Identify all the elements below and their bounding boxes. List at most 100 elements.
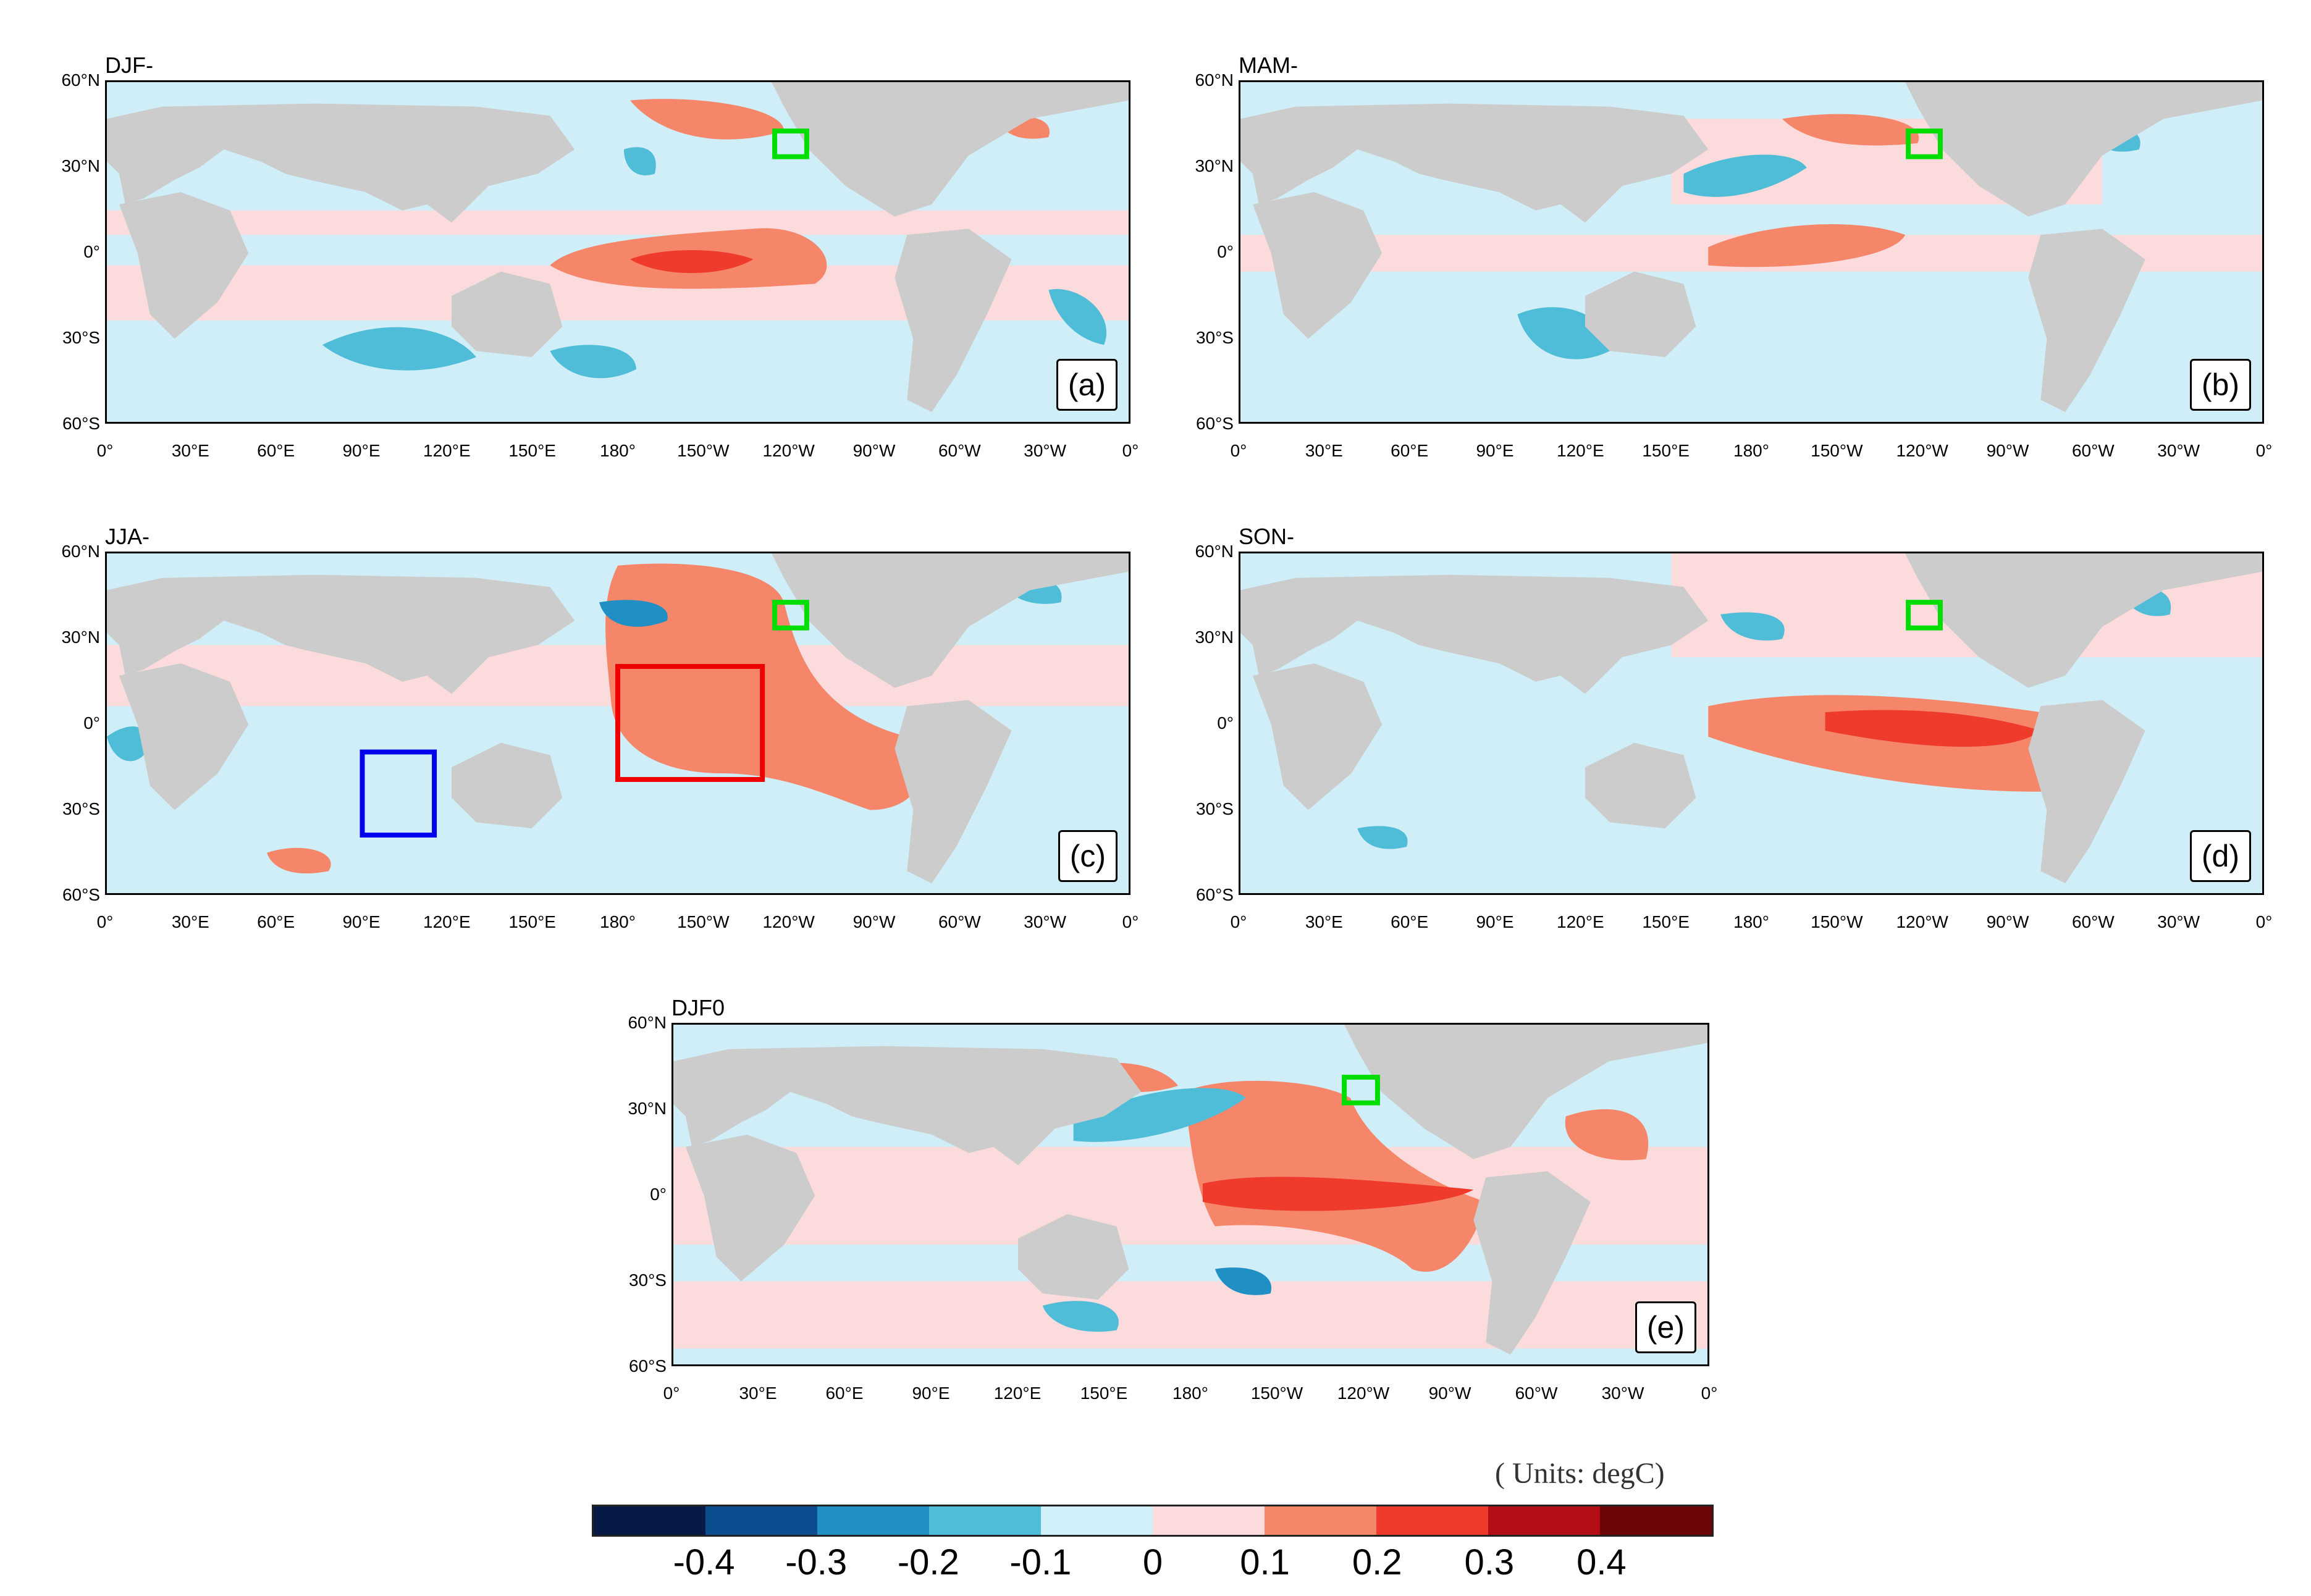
- map-d: (d): [1239, 552, 2264, 895]
- anomaly-region: [1825, 710, 2041, 747]
- anomaly-region: [623, 147, 656, 175]
- colorbar-cell: [705, 1506, 817, 1535]
- lon-tick-label: 120°W: [1896, 441, 1948, 460]
- colorbar-cell: [1488, 1506, 1600, 1535]
- land-mass: [772, 553, 1129, 688]
- land-mass: [451, 742, 563, 829]
- colorbar-cell: [1153, 1506, 1265, 1535]
- lon-tick-label: 0°: [663, 1384, 680, 1403]
- lat-tick-label: 0°: [83, 713, 100, 733]
- colorbar-cell: [1265, 1506, 1376, 1535]
- lat-tick-label: 60°S: [1195, 885, 1234, 904]
- land-mass: [451, 271, 563, 358]
- land-mass: [1473, 1171, 1591, 1355]
- lon-tick-label: 120°E: [993, 1384, 1042, 1403]
- anomaly-region: [550, 345, 636, 379]
- land-mass: [1240, 574, 1709, 694]
- lon-tick-label: 120°W: [762, 912, 815, 931]
- panel-tag: (c): [1058, 830, 1118, 882]
- lon-tick-label: 60°E: [1391, 441, 1429, 460]
- land-mass: [1344, 1025, 1707, 1159]
- anomaly-region: [1565, 1109, 1649, 1161]
- lat-tick-label: 30°N: [1195, 628, 1234, 647]
- map-c: (c): [105, 552, 1130, 895]
- lon-tick-label: 120°E: [1557, 441, 1604, 460]
- anomaly-region: [322, 327, 476, 371]
- lon-tick-label: 30°W: [2157, 441, 2200, 460]
- green-box: [772, 128, 809, 159]
- lat-tick-label: 0°: [1217, 242, 1234, 261]
- anomaly-region: [1683, 154, 1807, 197]
- anomaly-region: [673, 1281, 1707, 1349]
- lon-tick-label: 0°: [1122, 912, 1139, 931]
- anomaly-region: [267, 847, 331, 874]
- lon-tick-label: 120°W: [1337, 1384, 1390, 1403]
- lat-tick-label: 30°S: [1195, 799, 1234, 818]
- lon-tick-label: 150°E: [1080, 1384, 1128, 1403]
- colorbar-cell: [1600, 1506, 1712, 1535]
- lon-tick-label: 150°W: [1811, 441, 1863, 460]
- lon-tick-label: 60°W: [1515, 1384, 1558, 1403]
- lat-tick-label: 30°S: [62, 799, 100, 818]
- lat-tick-label: 60°S: [62, 885, 100, 904]
- lon-tick-label: 30°E: [171, 912, 209, 931]
- land-mass: [1252, 663, 1383, 810]
- lon-tick-label: 120°E: [423, 441, 471, 460]
- lon-tick-label: 30°W: [2157, 912, 2200, 931]
- lat-tick-label: 30°S: [628, 1270, 667, 1290]
- anomaly-region: [107, 726, 148, 762]
- lon-tick-label: 30°W: [1024, 441, 1067, 460]
- colorbar-cell: [1041, 1506, 1153, 1535]
- lon-tick-label: 90°W: [852, 441, 896, 460]
- lon-tick-label: 30°W: [1601, 1384, 1644, 1403]
- panel-tag: (e): [1635, 1301, 1696, 1353]
- colorbar-tick-label: -0.4: [673, 1542, 735, 1582]
- colorbar-tick-label: -0.2: [897, 1542, 959, 1582]
- anomaly-region: [629, 250, 754, 274]
- lon-tick-label: 0°: [96, 441, 114, 460]
- lon-tick-label: 180°: [600, 441, 636, 460]
- lon-tick-label: 180°: [1733, 441, 1769, 460]
- panel-tag: (d): [2189, 830, 2251, 882]
- colorbar: [592, 1505, 1714, 1537]
- lat-tick-label: 30°N: [1195, 156, 1234, 175]
- anomaly-region: [1708, 695, 2069, 792]
- green-box: [1906, 600, 1943, 631]
- lon-tick-label: 180°: [1172, 1384, 1208, 1403]
- lat-tick-label: 30°S: [62, 328, 100, 347]
- panel-title: DJF0: [671, 995, 725, 1020]
- green-box: [1906, 128, 1943, 159]
- anomaly-region: [107, 210, 1129, 235]
- lon-tick-label: 90°E: [1476, 912, 1514, 931]
- anomaly-region: [1357, 826, 1408, 849]
- anomaly-region: [629, 99, 785, 140]
- colorbar-tick-label: 0.1: [1240, 1542, 1290, 1582]
- lat-tick-label: 0°: [650, 1185, 667, 1204]
- anomaly-region: [1708, 224, 1906, 267]
- lon-tick-label: 150°E: [508, 912, 556, 931]
- lat-tick-label: 60°N: [1195, 542, 1234, 561]
- lon-tick-label: 0°: [1122, 441, 1139, 460]
- map-b: (b): [1239, 80, 2264, 424]
- lon-tick-label: 120°W: [762, 441, 815, 460]
- lat-tick-label: 60°N: [61, 70, 100, 90]
- colorbar-cell: [929, 1506, 1041, 1535]
- lon-tick-label: 30°E: [1305, 441, 1343, 460]
- lon-tick-label: 150°W: [1811, 912, 1863, 931]
- lon-tick-label: 0°: [96, 912, 114, 931]
- anomaly-region: [1720, 612, 1785, 641]
- panel-tag: (a): [1056, 359, 1118, 411]
- lon-tick-label: 150°W: [677, 441, 730, 460]
- green-box: [772, 600, 809, 631]
- lon-tick-label: 30°E: [171, 441, 209, 460]
- panel-tag: (b): [2189, 359, 2251, 411]
- colorbar-tick-label: 0.3: [1464, 1542, 1515, 1582]
- lat-tick-label: 0°: [1217, 713, 1234, 733]
- land-mass: [895, 700, 1012, 884]
- lon-tick-label: 60°E: [257, 912, 295, 931]
- colorbar-tick-label: -0.1: [1009, 1542, 1072, 1582]
- lon-tick-label: 180°: [1733, 912, 1769, 931]
- colorbar-tick-label: 0: [1142, 1542, 1163, 1582]
- lon-tick-label: 180°: [600, 912, 636, 931]
- anomaly-region: [1073, 1088, 1246, 1142]
